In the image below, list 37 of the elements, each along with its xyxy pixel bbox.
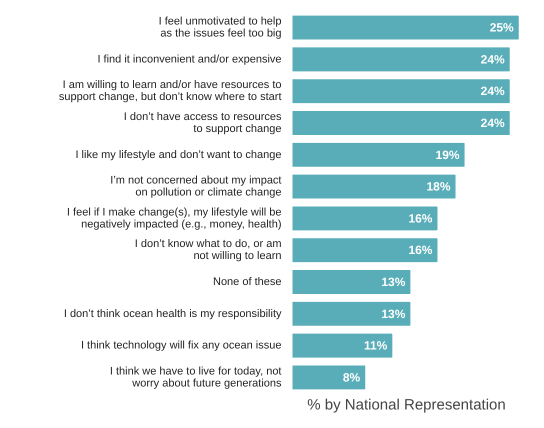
bar (292, 270, 410, 294)
bar (292, 142, 465, 167)
data-label: 11% (364, 338, 388, 353)
y-tick-label: I find it inconvenient and/or expensive (97, 53, 282, 66)
bar (292, 16, 519, 40)
bar (292, 174, 456, 199)
data-label: 16% (408, 243, 433, 258)
data-label: 19% (436, 148, 460, 162)
y-tick-label: I like my lifestyle and don’t want to change (75, 148, 282, 161)
data-label: 24% (480, 116, 506, 130)
y-tick-label: I don’t have access to resources to support change (124, 110, 282, 135)
bar (292, 302, 410, 326)
bar (292, 238, 438, 262)
data-label: 13% (381, 306, 406, 321)
x-axis-title: % by National Representation (307, 396, 506, 414)
bar (292, 47, 510, 72)
data-label: 16% (408, 211, 433, 226)
y-tick-label: I’m not concerned about my impact on pollution or climate change (110, 174, 282, 199)
data-label: 24% (480, 84, 506, 98)
bar (292, 334, 392, 358)
data-label: 18% (426, 180, 451, 194)
y-tick-label: I feel if I make change(s), my lifestyle will be negatively impacted (e.g., money, health) (66, 206, 282, 230)
y-tick-label: I think we have to live for today, not worry about future generations (110, 365, 282, 390)
y-tick-label: I think technology will fix any ocean issue (80, 340, 282, 352)
y-tick-label: I feel unmotivated to help as the issues feel too big (158, 16, 282, 40)
bar (292, 79, 510, 104)
bar (292, 365, 366, 390)
data-label: 8% (342, 370, 361, 384)
data-label: 25% (490, 20, 514, 35)
bar (292, 111, 510, 135)
bar (292, 206, 438, 230)
y-tick-label: I don’t think ocean health is my responsibility (64, 308, 282, 320)
data-label: 13% (381, 275, 406, 290)
y-tick-label: I am willing to learn and/or have resources to support change, but don’t know where to start (58, 79, 282, 104)
y-tick-label: I don’t know what to do, or am not willing to learn (134, 238, 282, 262)
data-label: 24% (480, 52, 506, 66)
y-tick-label: None of these (213, 276, 282, 288)
